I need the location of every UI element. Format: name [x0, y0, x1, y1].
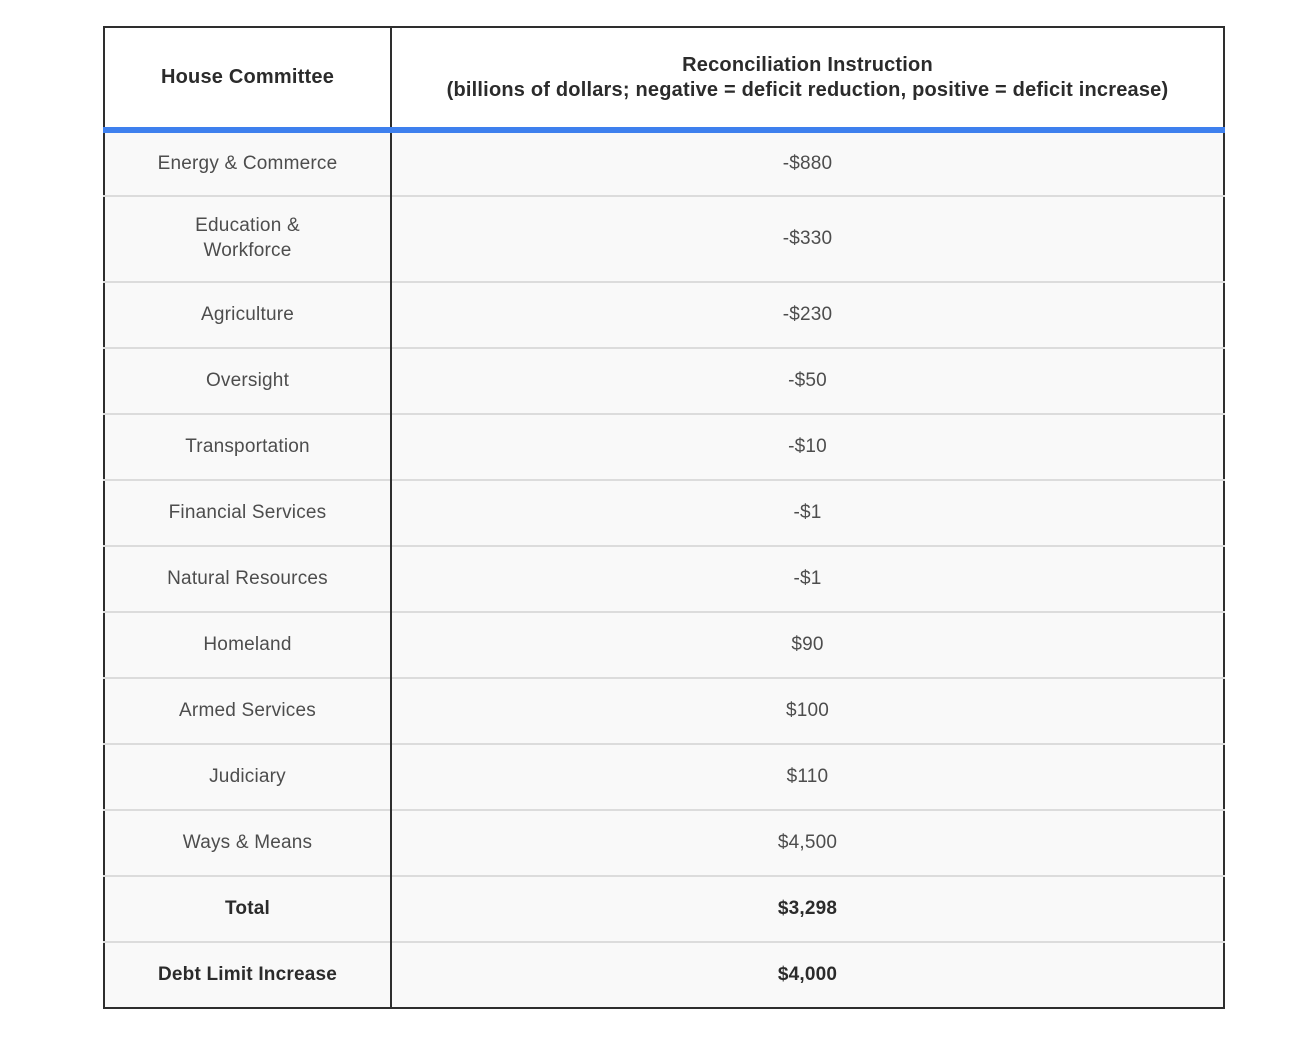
table-row: Education & Workforce -$330	[104, 195, 1224, 282]
column-header-reconciliation-instruction: Reconciliation Instruction (billions of …	[391, 27, 1224, 133]
instruction-cell: $4,500	[391, 809, 1224, 876]
header-row: House Committee Reconciliation Instructi…	[104, 27, 1224, 133]
table-body: Energy & Commerce -$880 Education & Work…	[104, 130, 1224, 1008]
committee-cell: Homeland	[104, 611, 392, 678]
table-row: Judiciary $110	[104, 743, 1224, 810]
table-row: Agriculture -$230	[104, 281, 1224, 348]
committee-cell: Transportation	[104, 413, 392, 480]
committee-label: Agriculture	[200, 303, 295, 325]
committee-label: Financial Services	[168, 501, 327, 523]
committee-cell: Debt Limit Increase	[104, 941, 392, 1008]
committee-label: Energy & Commerce	[157, 152, 338, 174]
committee-cell: Natural Resources	[104, 545, 392, 612]
instruction-cell: -$50	[391, 347, 1224, 414]
table-header: House Committee Reconciliation Instructi…	[104, 27, 1224, 133]
reconciliation-table-container: House Committee Reconciliation Instructi…	[103, 26, 1225, 1009]
committee-label: Transportation	[185, 435, 310, 457]
instruction-cell: -$330	[391, 195, 1224, 282]
table-row: Natural Resources -$1	[104, 545, 1224, 612]
committee-cell: Total	[104, 875, 392, 942]
instruction-cell: -$230	[391, 281, 1224, 348]
instruction-cell: -$880	[391, 130, 1224, 196]
committee-label: Ways & Means	[182, 831, 313, 853]
committee-label: Judiciary	[209, 765, 286, 787]
instruction-header-title: Reconciliation Instruction	[682, 53, 933, 76]
reconciliation-table: House Committee Reconciliation Instructi…	[103, 26, 1225, 1009]
instruction-cell: $3,298	[391, 875, 1224, 942]
house-committee-header-label: House Committee	[160, 66, 335, 88]
committee-cell: Financial Services	[104, 479, 392, 546]
table-row: Ways & Means $4,500	[104, 809, 1224, 876]
committee-cell: Agriculture	[104, 281, 392, 348]
committee-label: Total	[225, 897, 270, 919]
committee-cell: Education & Workforce	[104, 195, 392, 282]
committee-label: Natural Resources	[167, 567, 328, 589]
instruction-cell: $100	[391, 677, 1224, 744]
instruction-cell: -$10	[391, 413, 1224, 480]
instruction-cell: -$1	[391, 545, 1224, 612]
committee-cell: Judiciary	[104, 743, 392, 810]
table-row: Energy & Commerce -$880	[104, 130, 1224, 196]
column-header-house-committee: House Committee	[104, 27, 392, 133]
instruction-cell: $4,000	[391, 941, 1224, 1008]
table-row: Total $3,298	[104, 875, 1224, 942]
table-row: Debt Limit Increase $4,000	[104, 941, 1224, 1008]
committee-label: Homeland	[203, 633, 292, 655]
table-row: Homeland $90	[104, 611, 1224, 678]
committee-label: Armed Services	[179, 699, 316, 721]
instruction-cell: $90	[391, 611, 1224, 678]
table-row: Transportation -$10	[104, 413, 1224, 480]
committee-label: Education & Workforce	[195, 215, 300, 261]
committee-label: Oversight	[205, 369, 290, 391]
committee-label: Debt Limit Increase	[157, 963, 338, 985]
committee-cell: Oversight	[104, 347, 392, 414]
table-row: Financial Services -$1	[104, 479, 1224, 546]
committee-cell: Ways & Means	[104, 809, 392, 876]
committee-cell: Armed Services	[104, 677, 392, 744]
instruction-cell: $110	[391, 743, 1224, 810]
instruction-header-subtitle: (billions of dollars; negative = deficit…	[446, 78, 1169, 101]
committee-cell: Energy & Commerce	[104, 130, 392, 196]
table-row: Armed Services $100	[104, 677, 1224, 744]
instruction-cell: -$1	[391, 479, 1224, 546]
table-row: Oversight -$50	[104, 347, 1224, 414]
